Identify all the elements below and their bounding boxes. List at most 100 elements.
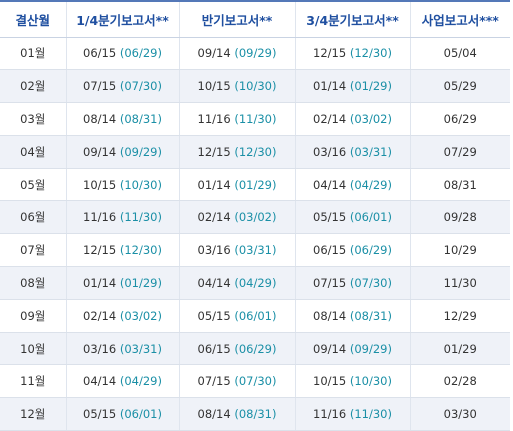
extended-deadline-date: (10/30) — [119, 177, 162, 192]
extended-deadline-date: (07/30) — [234, 374, 277, 389]
deadline-date: 01/14 — [313, 79, 347, 94]
deadline-date: 02/14 — [83, 308, 117, 323]
cell-half-deadline: 01/14 (01/29) — [178, 168, 295, 202]
cell-q3-deadline: 09/14 (09/29) — [294, 332, 410, 366]
cell-q3-deadline: 11/16 (11/30) — [294, 397, 410, 431]
cell-q1-deadline: 05/15 (06/01) — [65, 397, 179, 431]
cell-half-deadline: 10/15 (10/30) — [178, 69, 295, 104]
extended-deadline-date: (10/30) — [234, 79, 277, 94]
table-row: 04월 09/14 (09/29) 12/15 (12/30) 03/16 (03/3… — [0, 135, 510, 169]
table-row: 02월 07/15 (07/30) 10/15 (10/30) 01/14 (01/2… — [0, 69, 510, 104]
extended-deadline-date: (09/29) — [234, 46, 277, 61]
header-q3-report: 3/4분기보고서** — [294, 0, 410, 38]
cell-q3-deadline: 06/15 (06/29) — [294, 233, 410, 268]
cell-q3-deadline: 05/15 (06/01) — [294, 200, 410, 235]
header-half-year-report: 반기보고서** — [178, 0, 295, 38]
deadline-date: 10/15 — [197, 79, 231, 94]
cell-annual-deadline: 05/29 — [409, 69, 510, 104]
cell-annual-deadline: 11/30 — [409, 266, 510, 300]
extended-deadline-date: (04/29) — [119, 374, 162, 389]
extended-deadline-date: (12/30) — [349, 46, 392, 61]
extended-deadline-date: (08/31) — [119, 111, 162, 126]
cell-q3-deadline: 02/14 (03/02) — [294, 102, 410, 136]
deadline-date: 07/15 — [197, 374, 231, 389]
cell-q1-deadline: 11/16 (11/30) — [65, 200, 179, 235]
deadline-date: 01/14 — [83, 275, 117, 290]
deadline-date: 10/15 — [313, 374, 347, 389]
cell-settlement-month: 07월 — [0, 233, 66, 268]
extended-deadline-date: (01/29) — [234, 177, 277, 192]
extended-deadline-date: (01/29) — [119, 275, 162, 290]
cell-half-deadline: 07/15 (07/30) — [178, 364, 295, 399]
cell-annual-deadline: 03/30 — [409, 397, 510, 431]
extended-deadline-date: (03/31) — [119, 341, 162, 356]
cell-q1-deadline: 12/15 (12/30) — [65, 233, 179, 268]
deadline-date: 10/15 — [83, 177, 117, 192]
deadline-date: 06/15 — [83, 46, 117, 61]
cell-half-deadline: 06/15 (06/29) — [178, 332, 295, 366]
deadline-date: 12/15 — [313, 46, 347, 61]
deadline-date: 06/15 — [313, 243, 347, 258]
extended-deadline-date: (03/02) — [234, 210, 277, 225]
header-annual-report: 사업보고서*** — [409, 0, 510, 38]
cell-annual-deadline: 12/29 — [409, 299, 510, 333]
cell-q1-deadline: 01/14 (01/29) — [65, 266, 179, 300]
deadline-date: 11/16 — [83, 210, 117, 225]
extended-deadline-date: (12/30) — [119, 243, 162, 258]
deadline-date: 08/14 — [83, 111, 117, 126]
extended-deadline-date: (11/30) — [234, 111, 277, 126]
cell-q3-deadline: 07/15 (07/30) — [294, 266, 410, 300]
deadline-date: 03/16 — [83, 341, 117, 356]
table-row: 09월 02/14 (03/02) 05/15 (06/01) 08/14 (08/3… — [0, 299, 510, 333]
deadline-date: 06/15 — [197, 341, 231, 356]
deadline-date: 11/16 — [197, 111, 231, 126]
cell-half-deadline: 04/14 (04/29) — [178, 266, 295, 300]
cell-settlement-month: 03월 — [0, 102, 66, 136]
deadline-date: 01/14 — [197, 177, 231, 192]
extended-deadline-date: (09/29) — [119, 144, 162, 159]
deadline-date: 07/15 — [83, 79, 117, 94]
cell-q1-deadline: 09/14 (09/29) — [65, 135, 179, 169]
cell-half-deadline: 02/14 (03/02) — [178, 200, 295, 235]
cell-settlement-month: 08월 — [0, 266, 66, 300]
deadline-date: 09/14 — [313, 341, 347, 356]
cell-q1-deadline: 06/15 (06/29) — [65, 37, 179, 71]
cell-half-deadline: 09/14 (09/29) — [178, 37, 295, 71]
deadline-date: 08/14 — [197, 407, 231, 422]
cell-q3-deadline: 12/15 (12/30) — [294, 37, 410, 71]
extended-deadline-date: (11/30) — [119, 210, 162, 225]
extended-deadline-date: (01/29) — [349, 79, 392, 94]
cell-annual-deadline: 06/29 — [409, 102, 510, 136]
cell-annual-deadline: 02/28 — [409, 364, 510, 399]
deadline-date: 07/15 — [313, 275, 347, 290]
extended-deadline-date: (03/02) — [119, 308, 162, 323]
cell-half-deadline: 11/16 (11/30) — [178, 102, 295, 136]
cell-q3-deadline: 04/14 (04/29) — [294, 168, 410, 202]
cell-settlement-month: 10월 — [0, 332, 66, 366]
cell-q3-deadline: 01/14 (01/29) — [294, 69, 410, 104]
deadline-date: 04/14 — [197, 275, 231, 290]
deadline-date: 02/14 — [313, 111, 347, 126]
table-row: 06월 11/16 (11/30) 02/14 (03/02) 05/15 (06/0… — [0, 200, 510, 235]
cell-settlement-month: 06월 — [0, 200, 66, 235]
deadline-date: 04/14 — [313, 177, 347, 192]
deadline-date: 05/15 — [197, 308, 231, 323]
cell-q1-deadline: 08/14 (08/31) — [65, 102, 179, 136]
cell-annual-deadline: 01/29 — [409, 332, 510, 366]
extended-deadline-date: (07/30) — [349, 275, 392, 290]
table-row: 10월 03/16 (03/31) 06/15 (06/29) 09/14 (09/2… — [0, 332, 510, 366]
table-row: 05월 10/15 (10/30) 01/14 (01/29) 04/14 (04/2… — [0, 168, 510, 202]
extended-deadline-date: (08/31) — [349, 308, 392, 323]
extended-deadline-date: (09/29) — [349, 341, 392, 356]
table-row: 12월 05/15 (06/01) 08/14 (08/31) 11/16 (11/3… — [0, 397, 510, 431]
cell-q1-deadline: 07/15 (07/30) — [65, 69, 179, 104]
header-settlement-month: 결산월 — [0, 0, 66, 38]
extended-deadline-date: (04/29) — [349, 177, 392, 192]
extended-deadline-date: (08/31) — [234, 407, 277, 422]
deadline-date: 03/16 — [197, 243, 231, 258]
cell-settlement-month: 11월 — [0, 364, 66, 399]
cell-annual-deadline: 08/31 — [409, 168, 510, 202]
extended-deadline-date: (06/01) — [349, 210, 392, 225]
deadline-date: 05/15 — [313, 210, 347, 225]
deadline-date: 08/14 — [313, 308, 347, 323]
